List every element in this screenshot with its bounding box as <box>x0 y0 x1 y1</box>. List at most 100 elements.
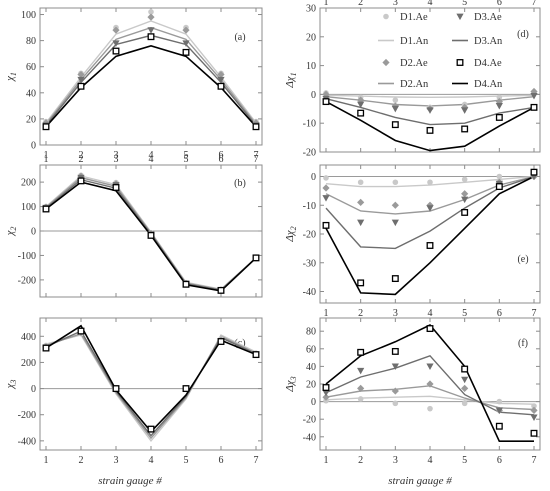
x-tick-label: 5 <box>462 0 467 8</box>
point-d4-ae <box>182 48 190 56</box>
y-tick-label: 60 <box>306 344 316 355</box>
x-tick-label: 1 <box>44 455 49 466</box>
point-d1-ae <box>392 97 399 103</box>
y-axis-label: χ1 <box>4 72 18 82</box>
point-d4-ae <box>426 242 434 249</box>
point-d4-ae <box>147 425 155 433</box>
y-tick-label: 0 <box>311 90 316 101</box>
point-d3-ae <box>426 363 434 370</box>
point-d3-ae <box>461 107 469 114</box>
y-tick-label: 40 <box>26 88 36 99</box>
point-d4-ae <box>461 365 469 373</box>
point-d3-ae <box>322 195 330 202</box>
y-axis-label-main: Δχ <box>284 229 296 242</box>
point-d3-ae <box>77 76 85 84</box>
x-tick-label: 5 <box>184 150 189 161</box>
series-line-d1-an <box>45 334 257 443</box>
legend-symbol <box>456 59 464 66</box>
point-d1-ae <box>323 175 329 181</box>
point-d1-ae <box>461 400 468 407</box>
x-tick-label: 5 <box>462 308 467 319</box>
series-line-d4-an <box>325 100 535 152</box>
legend-symbol <box>456 13 464 21</box>
x-tick-label: 2 <box>79 154 84 165</box>
x-tick-label: 2 <box>358 0 363 8</box>
y-axis-label: Δχ2 <box>284 226 298 242</box>
y-tick-label: -400 <box>18 436 36 447</box>
point-d4-ae <box>495 422 503 430</box>
x-tick-label: 2 <box>79 455 84 466</box>
y-axis-label: χ3 <box>4 380 18 390</box>
legend-symbol <box>382 58 390 67</box>
point-d4-ae <box>495 183 503 191</box>
y-tick-label: 30 <box>306 4 316 15</box>
point-d2-ae <box>461 190 469 198</box>
point-d3-ae <box>322 389 330 397</box>
y-tick-label: 400 <box>21 332 36 343</box>
point-d4-ae <box>426 126 434 134</box>
x-tick-label: 7 <box>532 0 537 8</box>
point-d4-ae <box>252 123 260 131</box>
y-axis-label-main: χ <box>4 75 16 82</box>
point-d4-ae <box>112 47 120 55</box>
series-line-d3-an <box>325 175 535 250</box>
point-d3-ae <box>495 103 503 110</box>
point-d1-ae <box>427 179 433 186</box>
point-d2-ae <box>77 70 85 79</box>
point-d4-ae <box>77 327 85 335</box>
point-d2-ae <box>530 406 538 414</box>
point-d4-ae <box>357 109 365 117</box>
y-tick-label: 0 <box>31 227 36 238</box>
y-tick-label: 20 <box>306 32 316 43</box>
point-d2-ae <box>357 384 365 392</box>
point-d4-ae <box>357 348 365 356</box>
point-d1-ae <box>357 396 364 402</box>
legend-label: D1.An <box>400 36 429 47</box>
y-tick-label: 40 <box>306 362 316 373</box>
y-tick-label: -40 <box>303 432 316 443</box>
point-d1-ae <box>531 403 537 409</box>
point-d4-ae <box>391 121 399 129</box>
legend-label: D4.An <box>474 79 503 90</box>
legend-label: D1.Ae <box>400 12 428 23</box>
point-d3-ae <box>357 367 365 375</box>
point-d1-ae <box>392 179 399 186</box>
point-d3-ae <box>357 219 365 227</box>
x-tick-label: 1 <box>44 150 49 161</box>
series-line-d2-an <box>325 96 535 107</box>
x-tick-label: 1 <box>324 308 329 319</box>
point-d4-ae <box>77 177 85 185</box>
x-tick-label: 7 <box>254 154 259 165</box>
point-d4-ae <box>182 280 190 288</box>
point-d4-ae <box>391 275 399 283</box>
point-d1-ae <box>496 398 503 405</box>
y-tick-label: 20 <box>306 380 316 391</box>
x-tick-label: 1 <box>324 455 329 466</box>
point-d2-ae <box>182 26 190 34</box>
point-d4-ae <box>391 347 399 355</box>
y-tick-label: -10 <box>303 201 316 212</box>
y-axis-label-main: χ <box>4 382 16 389</box>
y-tick-label: 60 <box>26 62 36 73</box>
point-d3-ae <box>391 219 399 227</box>
y-axis-label-main: Δχ <box>284 379 296 392</box>
x-tick-label: 2 <box>79 150 84 161</box>
point-d4-ae <box>461 208 469 216</box>
point-d3-ae <box>426 107 434 114</box>
point-d3-ae <box>182 40 190 47</box>
y-axis-label: Δχ1 <box>284 72 298 88</box>
panel-label: (a) <box>234 32 245 43</box>
point-d2-ae <box>147 13 155 21</box>
point-d1-ae <box>427 405 433 412</box>
point-d2-ae <box>322 184 330 192</box>
point-d2-ae <box>391 387 399 395</box>
point-d2-ae <box>217 70 225 79</box>
point-d4-ae <box>112 385 120 393</box>
x-tick-label: 5 <box>462 455 467 466</box>
legend-label: D4.Ae <box>474 58 502 69</box>
legend-label: D3.Ae <box>474 12 502 23</box>
point-d4-ae <box>530 429 538 437</box>
point-d3-ae <box>357 101 365 109</box>
